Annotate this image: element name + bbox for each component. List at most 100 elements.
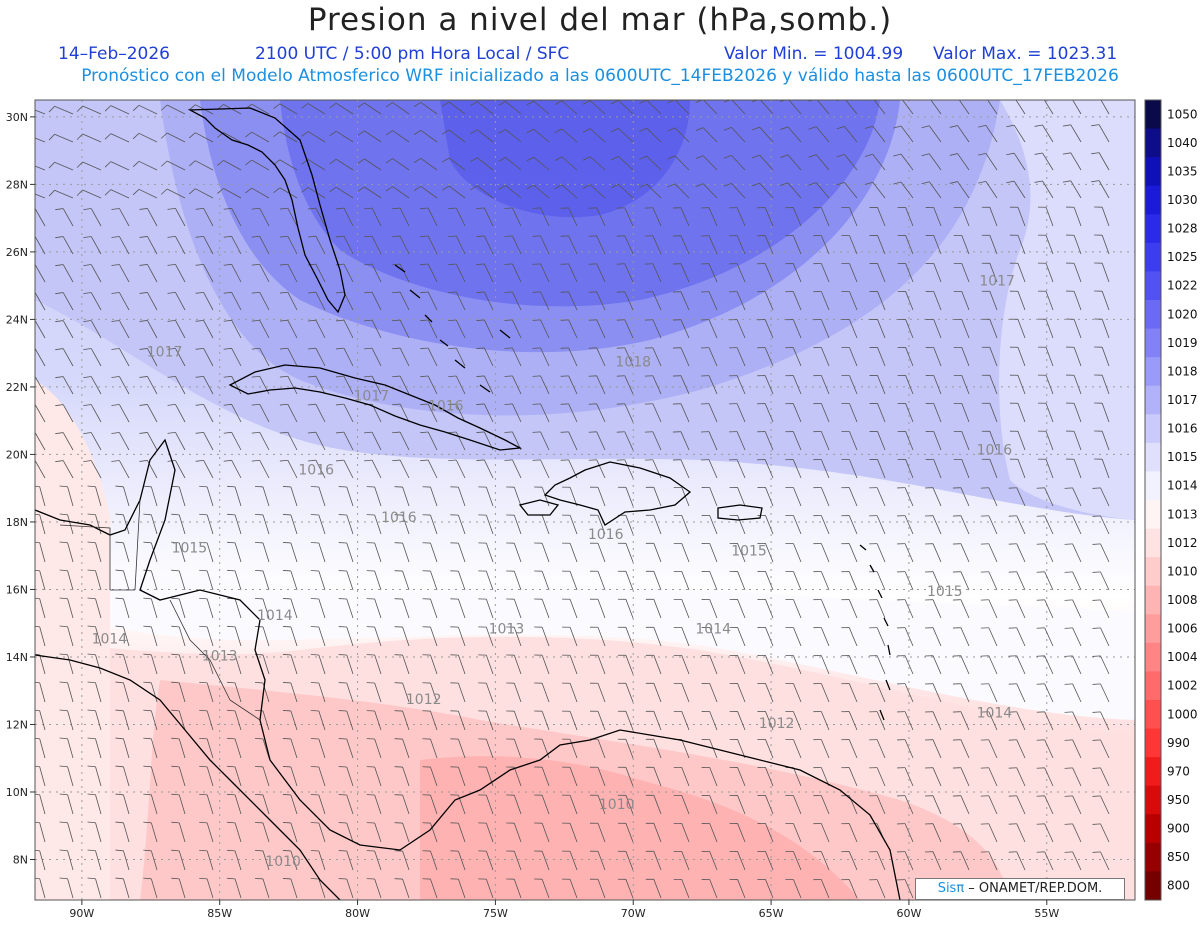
wind-barb bbox=[562, 486, 578, 507]
wind-barb bbox=[87, 849, 102, 871]
wind-barb bbox=[227, 737, 242, 759]
wind-barb bbox=[562, 514, 578, 535]
wind-barb bbox=[562, 766, 578, 787]
wind-barb bbox=[394, 570, 410, 591]
wind-barb bbox=[392, 459, 410, 479]
wind-barb bbox=[111, 348, 130, 367]
lat-label: 10N bbox=[6, 786, 28, 799]
wind-barb bbox=[757, 711, 774, 731]
wind-barb bbox=[841, 879, 858, 899]
wind-barb bbox=[364, 431, 382, 451]
wind-barb bbox=[478, 850, 494, 871]
wind-barb bbox=[506, 486, 522, 507]
wind-barb bbox=[115, 877, 130, 899]
colorbar-cell bbox=[1145, 785, 1161, 815]
isobar-labels: 1017 1017 1016 1016 1016 1015 1014 1014 1013 1013… bbox=[92, 274, 1015, 871]
wind-barb bbox=[35, 165, 46, 171]
wind-barb bbox=[335, 207, 354, 227]
wind-barb bbox=[392, 207, 410, 227]
wind-barb bbox=[104, 105, 130, 115]
florida-coast bbox=[187, 107, 346, 314]
wind-barb bbox=[143, 485, 158, 507]
wind-barb bbox=[251, 459, 270, 479]
wind-barb bbox=[254, 541, 270, 563]
wind-barb bbox=[251, 347, 270, 367]
wind-barb bbox=[869, 515, 886, 535]
wind-barb bbox=[616, 459, 634, 479]
wind-barb bbox=[780, 154, 802, 171]
wind-barb bbox=[977, 152, 998, 171]
wind-barb bbox=[924, 543, 942, 563]
wind-barb bbox=[254, 821, 270, 843]
wind-barb bbox=[282, 822, 298, 843]
wind-barb bbox=[132, 160, 158, 171]
wind-barb bbox=[171, 821, 186, 843]
wind-barb bbox=[1008, 599, 1026, 619]
colorbar-label: 1004 bbox=[1167, 650, 1198, 664]
wind-barb bbox=[953, 290, 970, 311]
wind-barb bbox=[251, 263, 270, 283]
wind-barb bbox=[980, 571, 998, 591]
lesser-antilles-coast bbox=[859, 544, 891, 721]
wind-barb bbox=[282, 850, 298, 871]
wind-barb bbox=[223, 207, 242, 227]
wind-barb bbox=[199, 485, 214, 507]
wind-barb bbox=[171, 765, 186, 787]
wind-barb bbox=[227, 877, 242, 899]
wind-barb bbox=[673, 542, 690, 563]
wind-barb bbox=[329, 158, 354, 171]
wind-barb bbox=[338, 514, 354, 535]
wind-barb bbox=[448, 291, 466, 311]
colorbar-label: 900 bbox=[1167, 822, 1190, 836]
wind-barb bbox=[143, 821, 158, 843]
wind-barb bbox=[562, 682, 578, 703]
wind-barb bbox=[504, 235, 522, 255]
wind-barb bbox=[841, 823, 858, 843]
wind-barb bbox=[167, 235, 186, 255]
wind-barb bbox=[223, 403, 242, 423]
wind-barb bbox=[1064, 851, 1082, 871]
wind-barb bbox=[1092, 851, 1110, 871]
wind-barb bbox=[554, 156, 578, 171]
wind-barb bbox=[111, 208, 130, 227]
wind-barb bbox=[841, 263, 858, 283]
wind-barb bbox=[478, 738, 494, 759]
lat-label: 22N bbox=[6, 381, 28, 394]
wind-barb bbox=[506, 794, 522, 815]
wind-barb bbox=[1036, 571, 1054, 591]
wind-barb bbox=[76, 105, 102, 115]
colorbar-label: 1020 bbox=[1167, 307, 1198, 321]
colorbar-label: 1013 bbox=[1167, 507, 1198, 521]
wind-barb bbox=[1062, 180, 1082, 199]
wind-barb bbox=[841, 235, 858, 255]
wind-barb bbox=[925, 402, 942, 423]
wind-barb bbox=[952, 739, 970, 759]
wind-barb bbox=[1094, 430, 1110, 451]
wind-barb bbox=[1038, 458, 1054, 479]
wind-barb bbox=[111, 320, 130, 339]
wind-barb bbox=[279, 403, 298, 423]
wind-barb bbox=[87, 821, 102, 843]
wind-barb bbox=[1008, 711, 1026, 731]
wind-barb bbox=[757, 739, 774, 759]
wind-barb bbox=[925, 374, 942, 395]
wind-barb bbox=[869, 431, 886, 451]
wind-barb bbox=[588, 319, 606, 339]
wind-barb bbox=[35, 236, 46, 255]
wind-barb bbox=[1008, 795, 1026, 815]
isobar-label: 1013 bbox=[202, 648, 238, 664]
wind-barb bbox=[1009, 346, 1026, 367]
wind-barb bbox=[841, 431, 858, 451]
wind-barb bbox=[478, 822, 494, 843]
wind-barb bbox=[532, 431, 550, 451]
wind-barb bbox=[450, 850, 466, 871]
wind-barb bbox=[729, 263, 746, 283]
wind-barb bbox=[554, 128, 578, 143]
wind-barb bbox=[534, 794, 550, 815]
isobar-label: 1017 bbox=[354, 388, 390, 404]
wind-barb bbox=[251, 431, 270, 451]
wind-barb bbox=[470, 129, 494, 143]
lat-label: 14N bbox=[6, 651, 28, 664]
wind-barb bbox=[1064, 543, 1082, 563]
wind-barb bbox=[104, 133, 130, 143]
